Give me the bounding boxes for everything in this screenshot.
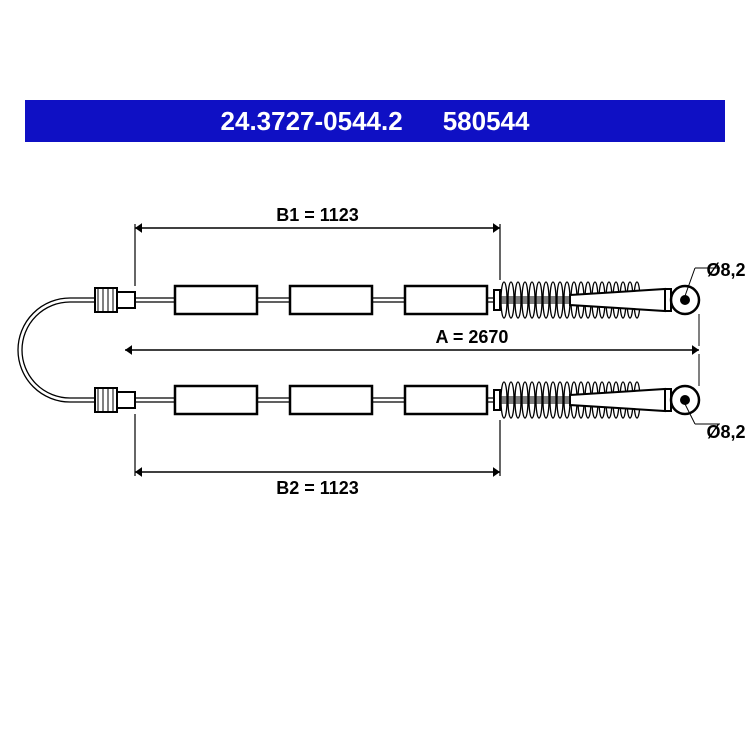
part-number: 24.3727-0544.2 (221, 106, 403, 137)
svg-text:Ø8,2: Ø8,2 (706, 422, 745, 442)
svg-text:B2 = 1123: B2 = 1123 (276, 478, 359, 498)
short-number: 580544 (443, 106, 530, 137)
header-bar: 24.3727-0544.2 580544 (25, 100, 725, 142)
svg-text:A = 2670: A = 2670 (436, 327, 509, 347)
svg-text:Ø8,2: Ø8,2 (706, 260, 745, 280)
svg-text:B1 = 1123: B1 = 1123 (276, 205, 359, 225)
